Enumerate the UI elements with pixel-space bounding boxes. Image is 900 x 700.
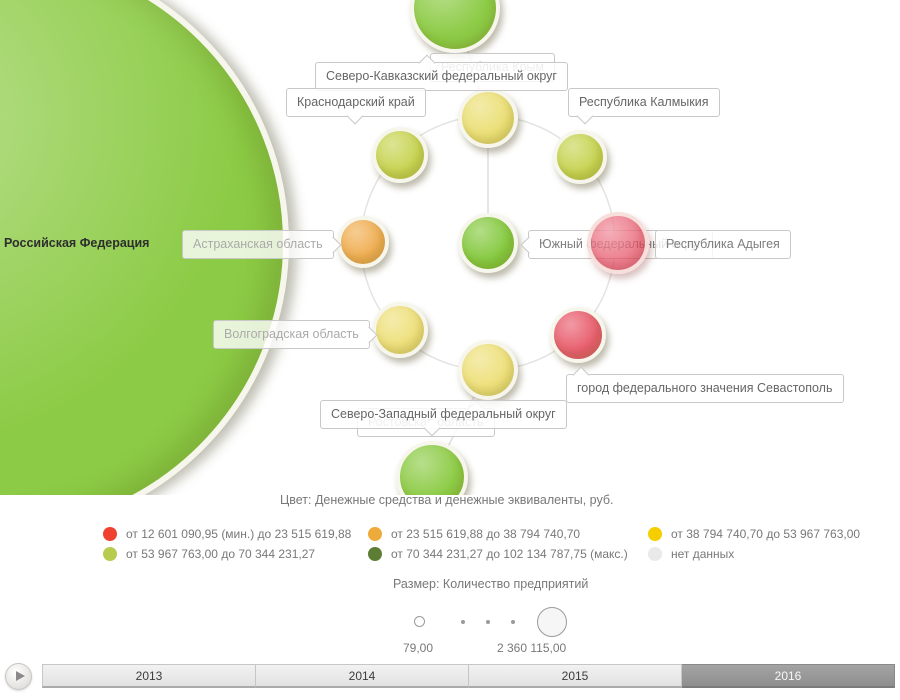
node-astrakhan-circle[interactable] (337, 216, 389, 268)
node-krasnodar-circle[interactable] (372, 127, 428, 183)
color-legend-title: Цвет: Денежные средства и денежные эквив… (280, 493, 614, 507)
size-min-label: 79,00 (403, 641, 434, 655)
size-scale-dot-icon (486, 620, 490, 624)
node-sevastopol-label-bubble: город федерального значения Севастополь (566, 366, 844, 403)
node-skfo-label-bubble: Северо-Кавказский федеральный округ (315, 54, 568, 91)
node-sevastopol-circle[interactable] (550, 307, 606, 363)
play-button[interactable] (5, 663, 32, 690)
node-rostov-circle[interactable] (458, 340, 518, 400)
legend-swatch-red (103, 527, 117, 541)
legend-swatch-orange (368, 527, 382, 541)
timeline-year-2014[interactable]: 2014 (256, 664, 469, 688)
node-szfo-circle[interactable] (396, 441, 468, 495)
node-astrakhan-label-bubble: Астраханская область (182, 230, 342, 259)
color-legend-item: от 38 794 740,70 до 53 967 763,00 (648, 526, 860, 542)
node-krym-circle[interactable] (458, 88, 518, 148)
timeline-year-2013[interactable]: 2013 (42, 664, 256, 688)
timeline-year-2016[interactable]: 2016 (682, 664, 895, 688)
node-krasnodar-label-bubble: Краснодарский край (286, 88, 426, 125)
size-scale-dot-icon (511, 620, 515, 624)
color-legend-item: от 70 344 231,27 до 102 134 787,75 (макс… (368, 546, 628, 562)
node-volgograd-label-bubble: Волгоградская область (213, 320, 378, 349)
node-szfo-label-bubble: Северо-Западный федеральный округ (320, 400, 567, 437)
node-kalmykia-circle[interactable] (553, 130, 607, 184)
play-icon (16, 671, 25, 681)
legend-swatch-yellow (648, 527, 662, 541)
color-legend-item: от 53 967 763,00 до 70 344 231,27 (103, 546, 315, 562)
size-legend-title: Размер: Количество предприятий (393, 577, 589, 591)
bubble-chart: Российская Федерация Республика Крым Аст… (0, 0, 844, 495)
node-kalmykia-label-bubble: Республика Калмыкия (568, 88, 720, 125)
node-adygea-circle[interactable] (587, 212, 649, 274)
size-max-circle-icon (537, 607, 567, 637)
size-max-label: 2 360 115,00 (497, 641, 567, 655)
color-legend-item: нет данных (648, 546, 734, 562)
timeline-year-2015[interactable]: 2015 (469, 664, 682, 688)
node-yufo-circle[interactable] (458, 213, 518, 273)
legend-swatch-yellowgreen (103, 547, 117, 561)
legend-swatch-nodata (648, 547, 662, 561)
color-legend-item: от 12 601 090,95 (мин.) до 23 515 619,88 (103, 526, 351, 542)
color-legend-item: от 23 515 619,88 до 38 794 740,70 (368, 526, 580, 542)
node-volgograd-circle[interactable] (372, 302, 428, 358)
node-adygea-label-bubble: Республика Адыгея (655, 230, 791, 259)
legend-swatch-darkgreen (368, 547, 382, 561)
size-scale-dot-icon (461, 620, 465, 624)
size-min-circle-icon (414, 616, 425, 627)
timeline: 2013 2014 2015 2016 (42, 664, 895, 688)
node-russia-label: Российская Федерация (4, 236, 150, 250)
